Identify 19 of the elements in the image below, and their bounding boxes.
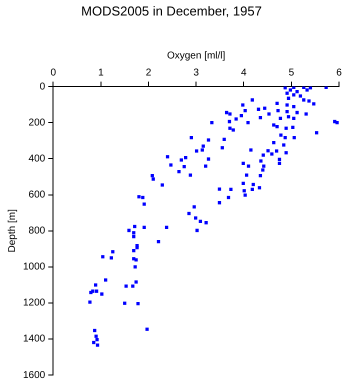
x-tick-label: 5 xyxy=(288,67,295,78)
x-axis-title: Oxygen [ml/l] xyxy=(166,50,226,62)
x-tick-label: 4 xyxy=(240,67,247,78)
y-tick-label: 400 xyxy=(28,153,46,164)
x-tick-label: 2 xyxy=(146,67,152,78)
x-tick-label: 0 xyxy=(50,67,56,78)
y-tick-label: 1000 xyxy=(22,262,46,273)
y-tick-label: 200 xyxy=(28,117,46,128)
y-tick-label: 1600 xyxy=(22,370,46,381)
x-tick-label: 1 xyxy=(98,67,104,78)
y-tick-label: 600 xyxy=(28,190,46,200)
y-tick-label: 1400 xyxy=(22,334,46,345)
y-axis-title: Depth [m] xyxy=(6,208,18,252)
chart-title: MODS2005 in December, 1957 xyxy=(81,3,262,18)
y-tick-label: 0 xyxy=(40,81,46,92)
y-tick-label: 1200 xyxy=(22,298,46,309)
x-tick-label: 3 xyxy=(193,67,200,78)
y-tick-label: 800 xyxy=(28,226,46,237)
x-tick-label: 6 xyxy=(336,67,342,78)
